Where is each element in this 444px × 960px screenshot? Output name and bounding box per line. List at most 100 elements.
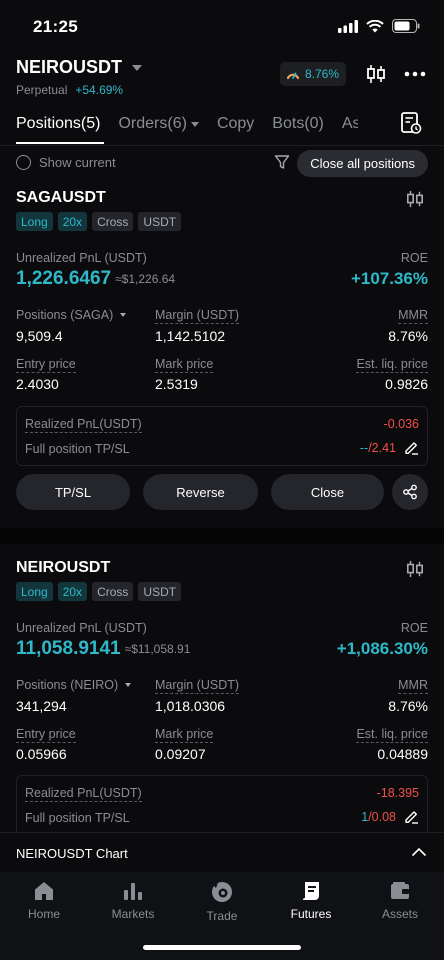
tab-bots[interactable]: Bots(0) — [272, 115, 324, 132]
positions-size: 9,509.4 — [16, 328, 63, 344]
candlestick-chart-icon[interactable] — [406, 560, 424, 578]
leverage-tag[interactable]: 20x — [57, 582, 88, 601]
nav-assets[interactable]: Assets — [360, 880, 440, 921]
tab-orders[interactable]: Orders(6) — [118, 115, 199, 133]
nav-markets[interactable]: Markets — [93, 880, 173, 921]
more-icon[interactable] — [404, 71, 426, 77]
chart-bar-label: NEIROUSDT Chart — [16, 846, 128, 861]
pair-selector[interactable]: NEIROUSDT — [16, 57, 143, 78]
pair-subtitle: Perpetual +54.69% — [16, 83, 123, 97]
contract-type: Perpetual — [16, 83, 68, 97]
sl-value: /0.08 — [368, 809, 396, 824]
mark-price-value: 0.09207 — [155, 746, 206, 762]
battery-icon — [392, 19, 420, 33]
show-current-toggle[interactable]: Show current — [16, 155, 116, 170]
mark-price-label: Mark price — [155, 357, 214, 373]
reverse-button[interactable]: Reverse — [143, 474, 258, 510]
positions-unit-selector[interactable]: Positions (NEIRO) — [16, 678, 132, 692]
candlestick-chart-icon[interactable] — [406, 190, 424, 208]
margin-mode-tag[interactable]: Cross — [92, 582, 134, 601]
realized-pnl-value: -0.036 — [383, 417, 419, 431]
card-separator — [0, 528, 444, 544]
edit-icon[interactable] — [404, 809, 419, 824]
order-history-icon[interactable] — [400, 111, 422, 135]
side-tag: Long — [16, 212, 53, 231]
markets-icon — [124, 883, 142, 900]
candlestick-chart-icon[interactable] — [366, 64, 386, 84]
futures-icon — [303, 882, 319, 900]
filter-row: Show current Close all positions — [16, 150, 428, 177]
leverage-tag[interactable]: 20x — [57, 212, 88, 231]
tab-copy[interactable]: Copy — [216, 115, 255, 132]
trade-icon — [212, 882, 232, 902]
tab-assets[interactable]: As — [341, 115, 358, 132]
close-all-positions-button[interactable]: Close all positions — [297, 150, 428, 177]
edit-icon[interactable] — [404, 440, 419, 455]
tp-value: 1 — [361, 809, 369, 824]
realized-pnl-label[interactable]: Realized PnL(USDT) — [25, 417, 142, 433]
unrealized-pnl: 1,226.6467 ≈$1,226.64 — [16, 268, 175, 290]
close-position-button[interactable]: Close — [271, 474, 384, 510]
margin-label[interactable]: Margin (USDT) — [155, 308, 240, 324]
mmr-label[interactable]: MMR — [398, 678, 428, 694]
realized-pnl-value: -18.395 — [376, 786, 419, 800]
unrealized-pnl-label: Unrealized PnL (USDT) — [16, 621, 147, 635]
est-liq-price-value: 0.9826 — [385, 376, 428, 392]
caret-down-icon — [120, 313, 127, 317]
caret-down-icon — [132, 64, 143, 71]
full-tpsl-value[interactable]: --/2.41 — [360, 440, 419, 455]
positions-unit-selector[interactable]: Positions (SAGA) — [16, 308, 127, 322]
positions-size: 341,294 — [16, 698, 67, 714]
mark-price-value: 2.5319 — [155, 376, 198, 392]
est-liq-price-label[interactable]: Est. liq. price — [356, 727, 428, 743]
entry-price-value: 2.4030 — [16, 376, 59, 392]
share-button[interactable] — [392, 474, 428, 510]
filter-icon[interactable] — [274, 154, 290, 170]
cellular-signal-icon — [338, 19, 358, 33]
realized-pnl-label[interactable]: Realized PnL(USDT) — [25, 786, 142, 802]
risk-gauge-pill[interactable]: 8.76% — [280, 62, 346, 86]
status-time: 21:25 — [33, 17, 78, 36]
mmr-value: 8.76% — [388, 328, 428, 344]
nav-home[interactable]: Home — [4, 880, 84, 921]
mmr-label[interactable]: MMR — [398, 308, 428, 324]
position-tags: Long 20x Cross USDT — [16, 212, 182, 231]
full-tpsl-value[interactable]: 1/0.08 — [361, 809, 419, 824]
est-liq-price-label[interactable]: Est. liq. price — [356, 357, 428, 373]
caret-down-icon — [125, 683, 132, 687]
tabs-divider — [0, 145, 444, 146]
home-indicator[interactable] — [143, 945, 301, 950]
nav-futures[interactable]: Futures — [271, 880, 351, 921]
roe-label: ROE — [400, 251, 428, 265]
tpsl-button[interactable]: TP/SL — [16, 474, 130, 510]
sl-value: /2.41 — [368, 440, 396, 455]
tp-value: -- — [359, 440, 369, 455]
settle-asset-tag: USDT — [138, 212, 182, 231]
caret-down-icon — [190, 121, 199, 127]
roe-value: +1,086.30% — [336, 639, 428, 658]
margin-value[interactable]: 1,142.5102 — [155, 328, 226, 344]
price-change: +54.69% — [75, 83, 124, 97]
mark-price-label: Mark price — [155, 727, 214, 743]
gauge-value: 8.76% — [305, 67, 340, 81]
unrealized-pnl-fiat: ≈$11,058.91 — [124, 642, 191, 656]
bottom-nav: Home Markets Trade Futures As — [0, 872, 444, 960]
chevron-up-icon[interactable] — [411, 847, 427, 857]
position-symbol[interactable]: NEIROUSDT — [16, 559, 111, 576]
entry-price-label: Entry price — [16, 357, 76, 373]
position-symbol[interactable]: SAGAUSDT — [16, 189, 106, 206]
tab-positions[interactable]: Positions(5) — [16, 115, 101, 132]
status-icons — [338, 19, 420, 33]
mmr-value: 8.76% — [388, 698, 428, 714]
chart-drawer-bar[interactable]: NEIROUSDT Chart — [0, 832, 444, 872]
pair-title: NEIROUSDT — [16, 57, 123, 77]
unrealized-pnl-fiat: ≈$1,226.64 — [115, 272, 176, 286]
nav-trade[interactable]: Trade — [182, 880, 262, 923]
home-icon — [35, 882, 53, 900]
position-tabs: Positions(5) Orders(6) Copy Bots(0) As — [16, 113, 376, 135]
margin-value[interactable]: 1,018.0306 — [155, 698, 226, 714]
margin-label[interactable]: Margin (USDT) — [155, 678, 240, 694]
share-icon — [403, 484, 417, 500]
active-tab-indicator — [16, 142, 104, 144]
margin-mode-tag[interactable]: Cross — [92, 212, 134, 231]
